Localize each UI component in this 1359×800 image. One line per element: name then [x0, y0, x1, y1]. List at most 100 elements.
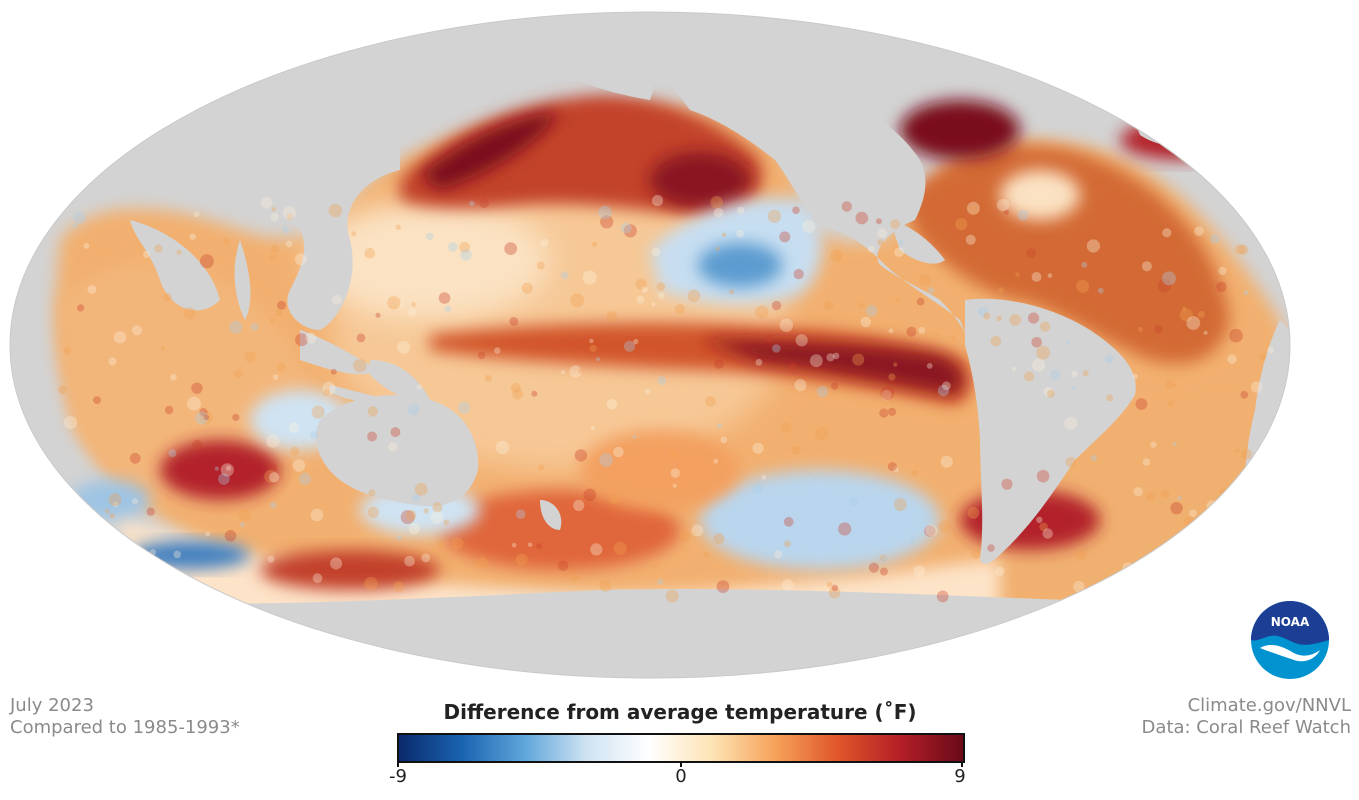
anomaly-speckle — [1267, 346, 1275, 354]
anomaly-speckle — [1065, 456, 1077, 468]
anomaly-speckle — [1050, 369, 1061, 381]
anomaly-speckle — [220, 463, 234, 477]
anomaly-speckle — [1167, 400, 1175, 407]
anomaly-speckle — [1073, 581, 1085, 593]
anomaly-speckle — [412, 493, 421, 503]
anomaly-speckle — [509, 317, 519, 326]
anomaly-speckle — [154, 244, 163, 253]
anomaly-speckle — [312, 573, 323, 584]
anomaly-speckle — [191, 439, 203, 451]
anomaly-speckle — [590, 543, 603, 556]
anomaly-speckle — [437, 541, 445, 548]
anomaly-speckle — [531, 390, 538, 397]
anomaly-speckle — [1076, 279, 1090, 293]
anomaly-speckle — [577, 368, 583, 374]
anomaly-speckle — [560, 271, 569, 280]
anomaly-speckle — [1256, 208, 1265, 217]
anomaly-speckle — [430, 510, 444, 524]
anomaly-speckle — [521, 282, 533, 294]
anomaly-speckle — [1040, 321, 1051, 332]
anomaly-speckle — [515, 509, 526, 519]
anomaly-speckle — [288, 422, 300, 433]
anomaly-speckle — [860, 316, 871, 328]
anomaly-speckle — [1227, 354, 1237, 364]
anomaly-speckle — [1082, 370, 1089, 377]
anomaly-speckle — [170, 374, 177, 381]
anomaly-speckle — [411, 302, 416, 307]
anomaly-speckle — [620, 222, 632, 234]
anomaly-speckle — [269, 254, 275, 260]
anomaly-speckle — [938, 520, 951, 533]
anomaly-speckle — [570, 573, 579, 582]
anomaly-speckle — [668, 449, 679, 460]
anomaly-speckle — [421, 553, 431, 563]
anomaly-speckle — [998, 287, 1004, 294]
anomaly-speckle — [752, 442, 764, 454]
anomaly-speckle — [717, 423, 723, 429]
anomaly-speckle — [1234, 448, 1240, 454]
anomaly-speckle — [877, 239, 884, 246]
anomaly-speckle — [715, 246, 720, 251]
anomaly-speckle — [892, 466, 899, 473]
anomaly-speckle — [1015, 272, 1020, 277]
anomaly-speckle — [1135, 398, 1148, 410]
anomaly-speckle — [269, 318, 275, 324]
anomaly-speckle — [367, 431, 378, 442]
anomaly-speckle — [791, 445, 801, 456]
anomaly-speckle — [1189, 509, 1197, 517]
anomaly-speckle — [767, 209, 782, 223]
anomaly-speckle — [193, 211, 200, 218]
anomaly-speckle — [1043, 387, 1053, 397]
anomaly-speckle — [1251, 381, 1263, 393]
anomaly-speckle — [160, 346, 166, 352]
anomaly-speckle — [936, 590, 949, 603]
anomaly-speckle — [311, 405, 325, 419]
anomaly-speckle — [1202, 534, 1214, 546]
anomaly-speckle — [364, 576, 378, 591]
anomaly-speckle — [469, 200, 475, 207]
anomaly-speckle — [1017, 209, 1029, 221]
anomaly-speckle — [599, 579, 612, 592]
anomaly-speckle — [573, 499, 585, 512]
anomaly-speckle — [309, 431, 318, 439]
anomaly-speckle — [191, 382, 203, 394]
anomaly-speckle — [1203, 509, 1217, 523]
anomaly-speckle — [703, 551, 710, 558]
anomaly-speckle — [713, 458, 719, 464]
anomaly-speckle — [942, 381, 951, 391]
anomaly-speckle — [176, 249, 182, 255]
anomaly-speckle — [1146, 492, 1156, 502]
anomaly-speckle — [589, 344, 597, 352]
anomaly-speckle — [275, 309, 283, 317]
anomaly-speckle — [270, 212, 280, 222]
anomaly-speckle — [128, 575, 134, 581]
anomaly-speckle — [934, 333, 939, 338]
anomaly-speckle — [1238, 244, 1249, 255]
anomaly-speckle — [286, 213, 294, 221]
map-date-info: July 2023 Compared to 1985-1993* — [10, 695, 240, 739]
anomaly-speckle — [330, 368, 337, 375]
anomaly-speckle — [996, 315, 1002, 322]
anomaly-speckle — [1229, 328, 1243, 343]
anomaly-speckle — [460, 249, 472, 261]
anomaly-speckle — [755, 358, 763, 366]
anomaly-speckle — [199, 410, 213, 425]
anomaly-speckle — [788, 362, 798, 372]
anomaly-speckle — [894, 247, 904, 257]
anomaly-speckle — [387, 296, 401, 310]
anomaly-speckle — [911, 470, 919, 477]
anomaly-speckle — [890, 219, 900, 230]
anomaly-speckle — [268, 463, 278, 472]
anomaly-speckle — [1097, 287, 1104, 294]
anomaly-speckle — [351, 231, 357, 237]
anomaly-speckle — [1219, 488, 1227, 496]
anomaly-speckle — [225, 465, 232, 471]
anomaly-speckle — [205, 531, 211, 537]
anomaly-speckle — [913, 565, 925, 577]
anomaly-speckle — [632, 434, 637, 439]
anomaly-speckle — [1241, 448, 1253, 460]
anomaly-speckle — [880, 386, 895, 400]
anomaly-speckle — [1182, 306, 1187, 312]
anomaly-speckle — [164, 405, 174, 415]
anomaly-speckle — [1039, 522, 1048, 532]
